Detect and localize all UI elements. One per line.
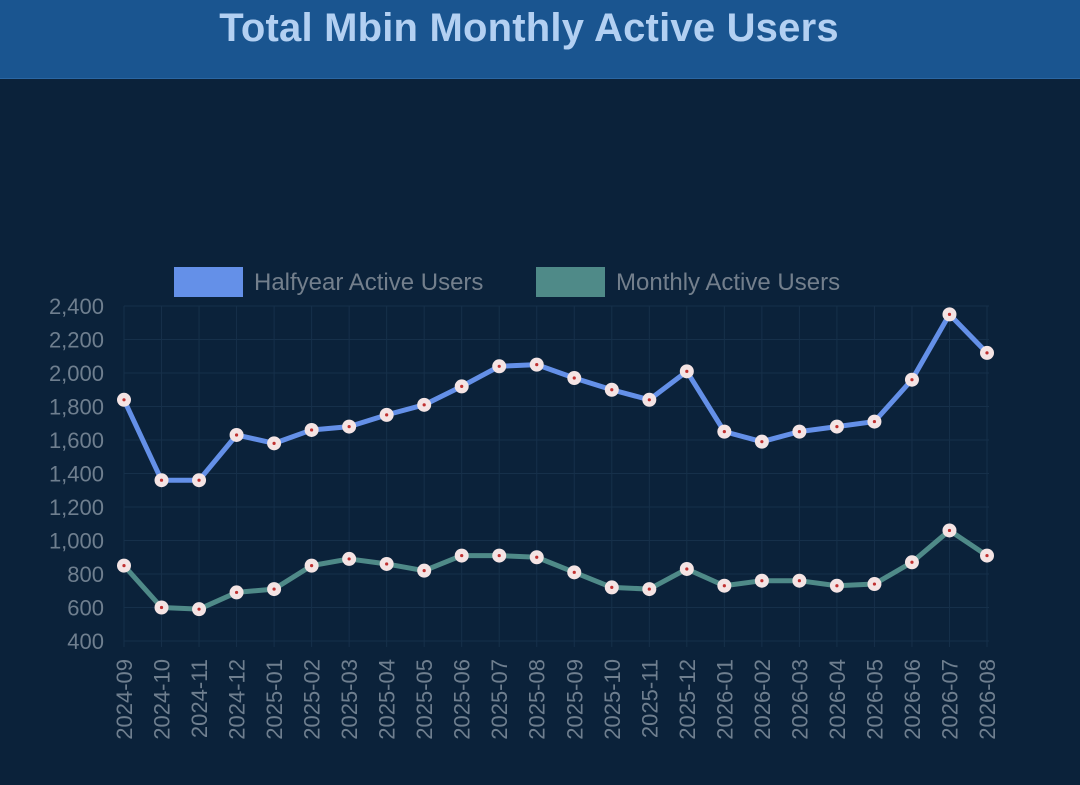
y-tick-label: 1,200 (49, 495, 104, 520)
data-point-center (872, 419, 877, 424)
legend-label-0: Halfyear Active Users (254, 269, 483, 296)
data-point-center (572, 376, 576, 380)
x-tick-label: 2025-01 (262, 659, 287, 740)
x-tick-label: 2025-06 (450, 659, 475, 740)
x-axis: 2024-09 2024-10 2024-11 2024-12 2025-01 2025-… (112, 659, 1000, 740)
data-point-center (122, 564, 126, 568)
y-tick-label: 1,400 (49, 462, 104, 487)
x-tick-label: 2026-03 (787, 659, 812, 740)
data-point-center (197, 478, 201, 482)
data-point-center (760, 579, 764, 583)
data-point-center (497, 364, 501, 368)
x-tick-label: 2025-03 (337, 659, 362, 740)
y-tick-label: 1,000 (49, 529, 104, 554)
x-tick-label: 2026-04 (825, 659, 850, 740)
data-point-center (610, 388, 614, 392)
data-point-center (234, 590, 239, 595)
data-point-center (234, 433, 239, 437)
x-tick-label: 2026-08 (975, 659, 1000, 740)
data-point-center (685, 369, 689, 373)
legend: Halfyear Active Users Monthly Active User… (174, 267, 840, 297)
x-tick-label: 2026-06 (900, 659, 925, 740)
data-point-center (159, 478, 164, 482)
data-point-center (685, 567, 689, 571)
data-point-center (460, 553, 464, 558)
data-point-center (535, 555, 539, 559)
y-tick-label: 600 (67, 596, 104, 621)
x-tick-label: 2026-01 (712, 659, 737, 740)
x-tick-label: 2024-12 (225, 659, 250, 740)
legend-swatch-1 (536, 267, 605, 297)
chart-header: Total Mbin Monthly Active Users (0, 0, 1080, 79)
y-tick-label: 1,800 (49, 395, 104, 420)
chart-area: 400 600 800 1,000 1,200 1,400 1,600 1,800 2,000 2… (0, 79, 1080, 785)
x-tick-label: 2025-09 (562, 659, 587, 740)
data-point-center (422, 569, 426, 573)
x-tick-label: 2025-12 (675, 659, 700, 740)
y-tick-label: 2,400 (49, 294, 104, 319)
data-point-center (122, 398, 126, 402)
y-tick-label: 400 (67, 629, 104, 654)
x-tick-label: 2025-07 (487, 659, 512, 740)
x-tick-label: 2025-08 (525, 659, 550, 740)
data-point-center (535, 363, 539, 367)
data-point-center (797, 430, 801, 434)
data-point-center (310, 564, 314, 568)
grid-lines (123, 305, 989, 647)
data-point-center (835, 584, 839, 588)
data-point-center (422, 403, 426, 407)
chart-title: Total Mbin Monthly Active Users (219, 6, 839, 50)
x-tick-label: 2025-10 (600, 659, 625, 740)
data-point-center (835, 425, 839, 429)
y-tick-label: 2,200 (49, 328, 104, 353)
data-point-center (460, 384, 464, 388)
data-point-center (347, 557, 351, 561)
data-point-center (385, 562, 389, 566)
data-point-center (610, 585, 614, 589)
x-tick-label: 2025-04 (375, 659, 400, 740)
x-tick-label: 2025-02 (300, 659, 325, 740)
x-tick-label: 2024-11 (187, 659, 212, 738)
data-point-center (310, 428, 314, 432)
x-tick-label: 2024-09 (112, 659, 137, 740)
y-tick-label: 800 (67, 562, 104, 587)
y-tick-label: 2,000 (49, 361, 104, 386)
data-point-center (947, 528, 952, 533)
data-point-center (647, 398, 651, 402)
data-point-center (910, 378, 914, 382)
legend-swatch-0 (174, 267, 243, 297)
data-point-center (647, 587, 651, 591)
data-point-center (572, 570, 576, 574)
line-chart: 400 600 800 1,000 1,200 1,400 1,600 1,800 2,000 2… (49, 267, 1000, 740)
x-tick-label: 2026-05 (862, 659, 887, 740)
data-point-center (985, 553, 989, 558)
data-point-center (497, 553, 501, 558)
data-point-center (872, 582, 877, 586)
x-tick-label: 2026-07 (937, 659, 962, 740)
series-line-1 (121, 527, 990, 612)
data-point-center (722, 430, 726, 434)
x-tick-label: 2025-05 (412, 659, 437, 740)
legend-label-1: Monthly Active Users (616, 269, 840, 296)
data-point-center (272, 587, 276, 591)
y-axis: 400 600 800 1,000 1,200 1,400 1,600 1,800 2,000 2… (49, 294, 104, 654)
data-point-center (722, 584, 726, 588)
data-point-center (910, 560, 914, 564)
x-tick-label: 2026-02 (750, 659, 775, 740)
data-point-center (159, 605, 164, 610)
x-tick-label: 2024-10 (150, 659, 175, 740)
y-tick-label: 1,600 (49, 428, 104, 453)
data-point-center (760, 440, 764, 444)
data-point-center (985, 351, 989, 355)
x-tick-label: 2025-11 (637, 659, 662, 738)
data-point-center (272, 441, 276, 445)
data-point-center (947, 312, 952, 316)
data-point-center (797, 579, 801, 583)
data-point-center (347, 425, 351, 429)
data-point-center (385, 413, 389, 417)
data-point-center (197, 607, 201, 611)
series-lines (117, 307, 994, 617)
